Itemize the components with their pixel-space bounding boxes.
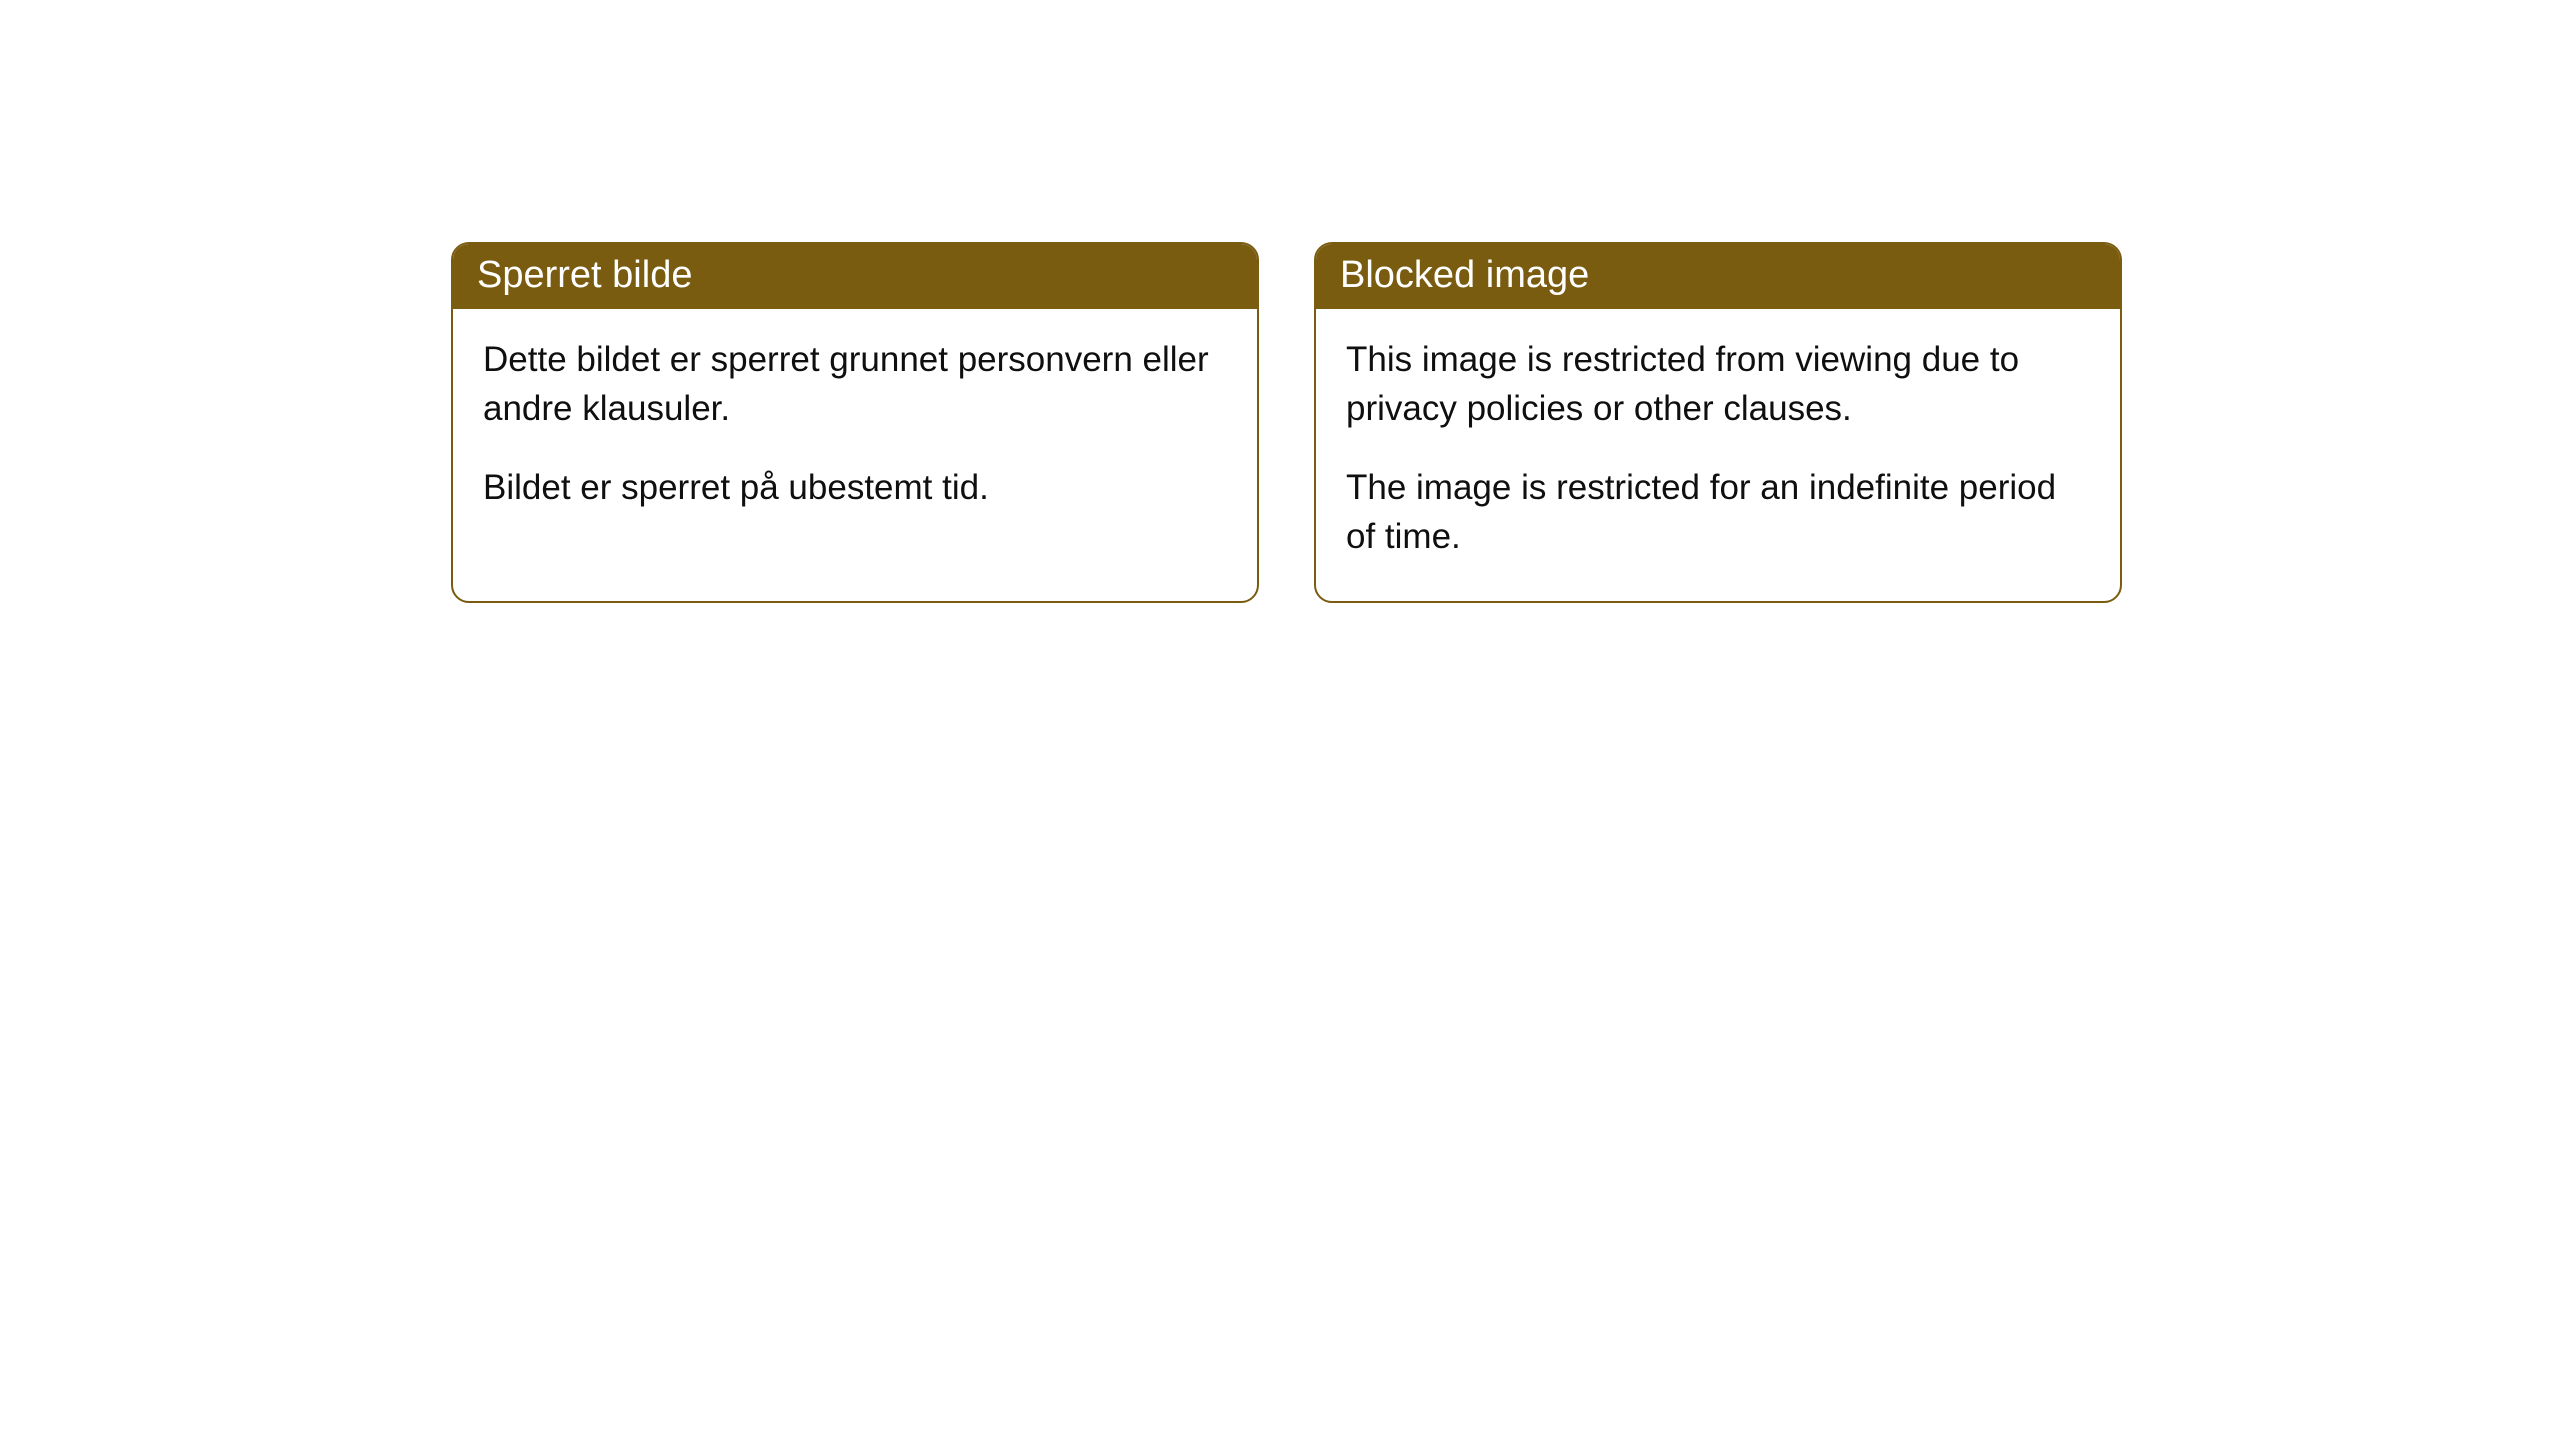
- cards-container: Sperret bilde Dette bildet er sperret gr…: [451, 242, 2122, 603]
- card-body-english: This image is restricted from viewing du…: [1316, 309, 2120, 601]
- card-paragraph: Dette bildet er sperret grunnet personve…: [483, 335, 1227, 433]
- card-paragraph: Bildet er sperret på ubestemt tid.: [483, 463, 1227, 512]
- card-header-norwegian: Sperret bilde: [453, 244, 1257, 309]
- card-body-norwegian: Dette bildet er sperret grunnet personve…: [453, 309, 1257, 552]
- card-title: Blocked image: [1340, 254, 1589, 296]
- card-norwegian: Sperret bilde Dette bildet er sperret gr…: [451, 242, 1259, 603]
- card-paragraph: The image is restricted for an indefinit…: [1346, 463, 2090, 561]
- card-english: Blocked image This image is restricted f…: [1314, 242, 2122, 603]
- card-header-english: Blocked image: [1316, 244, 2120, 309]
- card-title: Sperret bilde: [477, 254, 692, 296]
- card-paragraph: This image is restricted from viewing du…: [1346, 335, 2090, 433]
